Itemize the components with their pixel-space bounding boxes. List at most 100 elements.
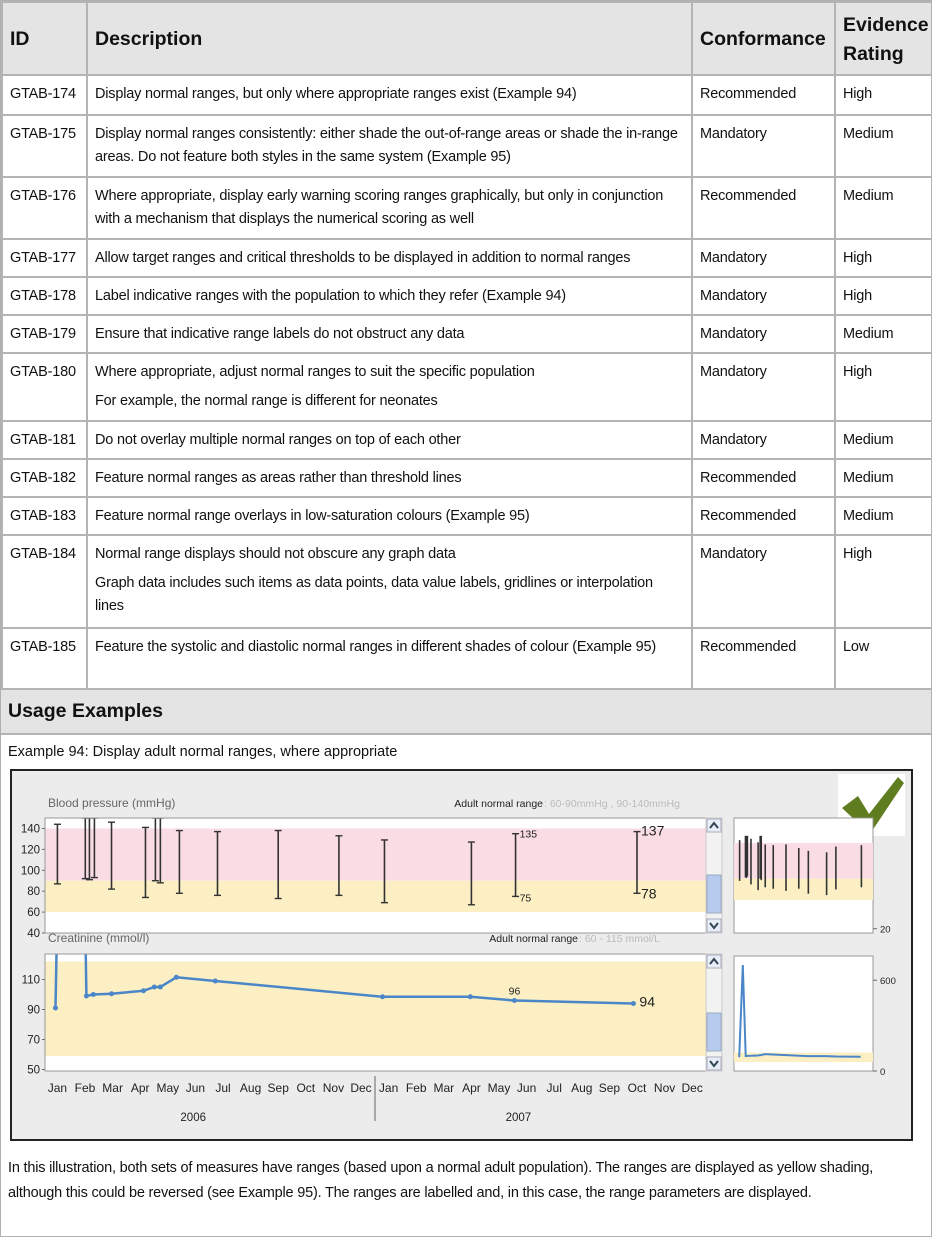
scroll-up-arrow — [709, 957, 719, 965]
normal-range-band — [45, 880, 706, 913]
description-text: For example, the normal range is differe… — [95, 393, 438, 409]
rating-cell: High — [834, 534, 931, 629]
range-bar — [380, 839, 388, 904]
range-bar — [335, 835, 343, 897]
x-tick-label: Jul — [547, 1081, 562, 1095]
y-tick-label: 80 — [27, 886, 40, 898]
range-bar — [175, 829, 183, 894]
description-text: Where appropriate, display early warning… — [95, 188, 664, 227]
x-tick-label: Jun — [186, 1081, 205, 1095]
table-row: GTAB-183 Feature normal range overlays in… — [1, 496, 931, 536]
description-cell: Allow target ranges and critical thresho… — [86, 238, 693, 278]
scroll-up — [706, 954, 722, 969]
x-tick-label: Mar — [102, 1081, 123, 1095]
description-text: Do not overlay multiple normal ranges on… — [95, 432, 461, 448]
description-text: Feature normal ranges as areas rather th… — [95, 470, 462, 486]
x-tick-label: Oct — [296, 1081, 315, 1095]
range-bar — [274, 829, 282, 900]
mini-data-line — [738, 965, 861, 1058]
data-point — [52, 1005, 58, 1011]
range-label: Adult normal range — [489, 933, 578, 945]
normal-range-band — [45, 961, 706, 1056]
data-point — [380, 994, 386, 1000]
table-row: GTAB-184 Normal range displays should not… — [1, 534, 931, 629]
description-text: Where appropriate, adjust normal ranges … — [95, 364, 535, 380]
rating-cell: Medium — [834, 314, 931, 354]
panel-title: Blood pressure (mmHg) — [48, 796, 175, 810]
conformance-cell: Recommended — [691, 496, 836, 536]
rating-cell: Medium — [834, 114, 931, 178]
description-text: Display normal ranges consistently: eith… — [95, 126, 678, 165]
id-cell: GTAB-183 — [1, 496, 88, 536]
range-bar — [108, 821, 116, 890]
range-bar — [151, 818, 159, 882]
plot-layer — [45, 954, 706, 1056]
id-cell: GTAB-175 — [1, 114, 88, 178]
y-tick-label: 40 — [27, 928, 40, 940]
table-row: GTAB-179 Ensure that indicative range lab… — [1, 314, 931, 354]
data-point — [109, 991, 115, 997]
data-point — [83, 993, 89, 999]
range-values: : 60 - 115 mmol/L — [579, 933, 660, 945]
conformance-cell: Mandatory — [691, 314, 836, 354]
table-row: GTAB-180 Where appropriate, adjust normal… — [1, 352, 931, 422]
x-tick-label: Sep — [599, 1081, 621, 1095]
range-bar — [90, 818, 98, 879]
id-cell: GTAB-178 — [1, 276, 88, 316]
y-tick-label: 60 — [27, 907, 40, 919]
table-row: GTAB-182 Feature normal ranges as areas r… — [1, 458, 931, 498]
data-point — [151, 984, 157, 990]
description-text: Feature the systolic and diastolic norma… — [95, 639, 657, 655]
scroll-thumb — [706, 1012, 722, 1052]
mini-plot-bg — [733, 955, 874, 1072]
conformance-cell: Recommended — [691, 458, 836, 498]
description-text: Ensure that indicative range labels do n… — [95, 326, 465, 342]
conformance-cell: Mandatory — [691, 534, 836, 629]
table-row: GTAB-174 Display normal ranges, but only … — [1, 74, 931, 116]
panel-title: Creatinine (mmol/l) — [48, 931, 149, 945]
x-tick-label: Jan — [48, 1081, 67, 1095]
description-cell: Label indicative ranges with the populat… — [86, 276, 693, 316]
x-tick-label: Nov — [654, 1081, 675, 1095]
value-label: 75 — [520, 892, 532, 904]
header-row: ID Description Conformance Evidence Rating — [1, 1, 931, 76]
range-bar — [467, 841, 475, 906]
range-bar — [81, 818, 89, 880]
description-cell: Feature the systolic and diastolic norma… — [86, 627, 693, 690]
id-cell: GTAB-182 — [1, 458, 88, 498]
description-cell: Display normal ranges, but only where ap… — [86, 74, 693, 116]
x-tick-label: Apr — [131, 1081, 150, 1095]
table-row: GTAB-175 Display normal ranges consistent… — [1, 114, 931, 178]
conformance-cell: Mandatory — [691, 420, 836, 460]
x-tick-label: Dec — [350, 1081, 371, 1095]
mini-y-tick-label: 0 — [880, 1067, 885, 1078]
data-point — [141, 988, 147, 994]
scroll-thumb — [706, 874, 722, 914]
data-point — [511, 998, 517, 1003]
x-tick-label: Mar — [433, 1081, 454, 1095]
table-row: GTAB-178 Label indicative ranges with the… — [1, 276, 931, 316]
description-cell: Where appropriate, display early warning… — [86, 176, 693, 240]
description-text: Display normal ranges, but only where ap… — [95, 86, 577, 102]
table-row: GTAB-177 Allow target ranges and critical… — [1, 238, 931, 278]
conformance-cell: Recommended — [691, 74, 836, 116]
data-point — [90, 992, 96, 997]
range-bar — [85, 818, 93, 881]
data-point — [157, 984, 163, 990]
data-point — [630, 1001, 636, 1006]
mini-layer — [734, 835, 873, 901]
example-text: In this illustration, both sets of measu… — [8, 1160, 874, 1201]
description-cell: Normal range displays should not obscure… — [86, 534, 693, 629]
x-tick-label: Nov — [323, 1081, 344, 1095]
column-header: Evidence Rating — [834, 1, 931, 76]
y-tick-label: 100 — [21, 865, 40, 877]
x-tick-label: May — [488, 1081, 511, 1095]
y-tick-label: 110 — [22, 975, 40, 987]
mini-normal-range-band — [734, 843, 873, 879]
description-text: Feature normal range overlays in low-sat… — [95, 508, 530, 524]
y-tick-label: 70 — [27, 1035, 40, 1047]
scrollbar — [705, 953, 723, 1072]
scroll-up-arrow — [709, 821, 719, 829]
range-bar — [156, 818, 164, 884]
